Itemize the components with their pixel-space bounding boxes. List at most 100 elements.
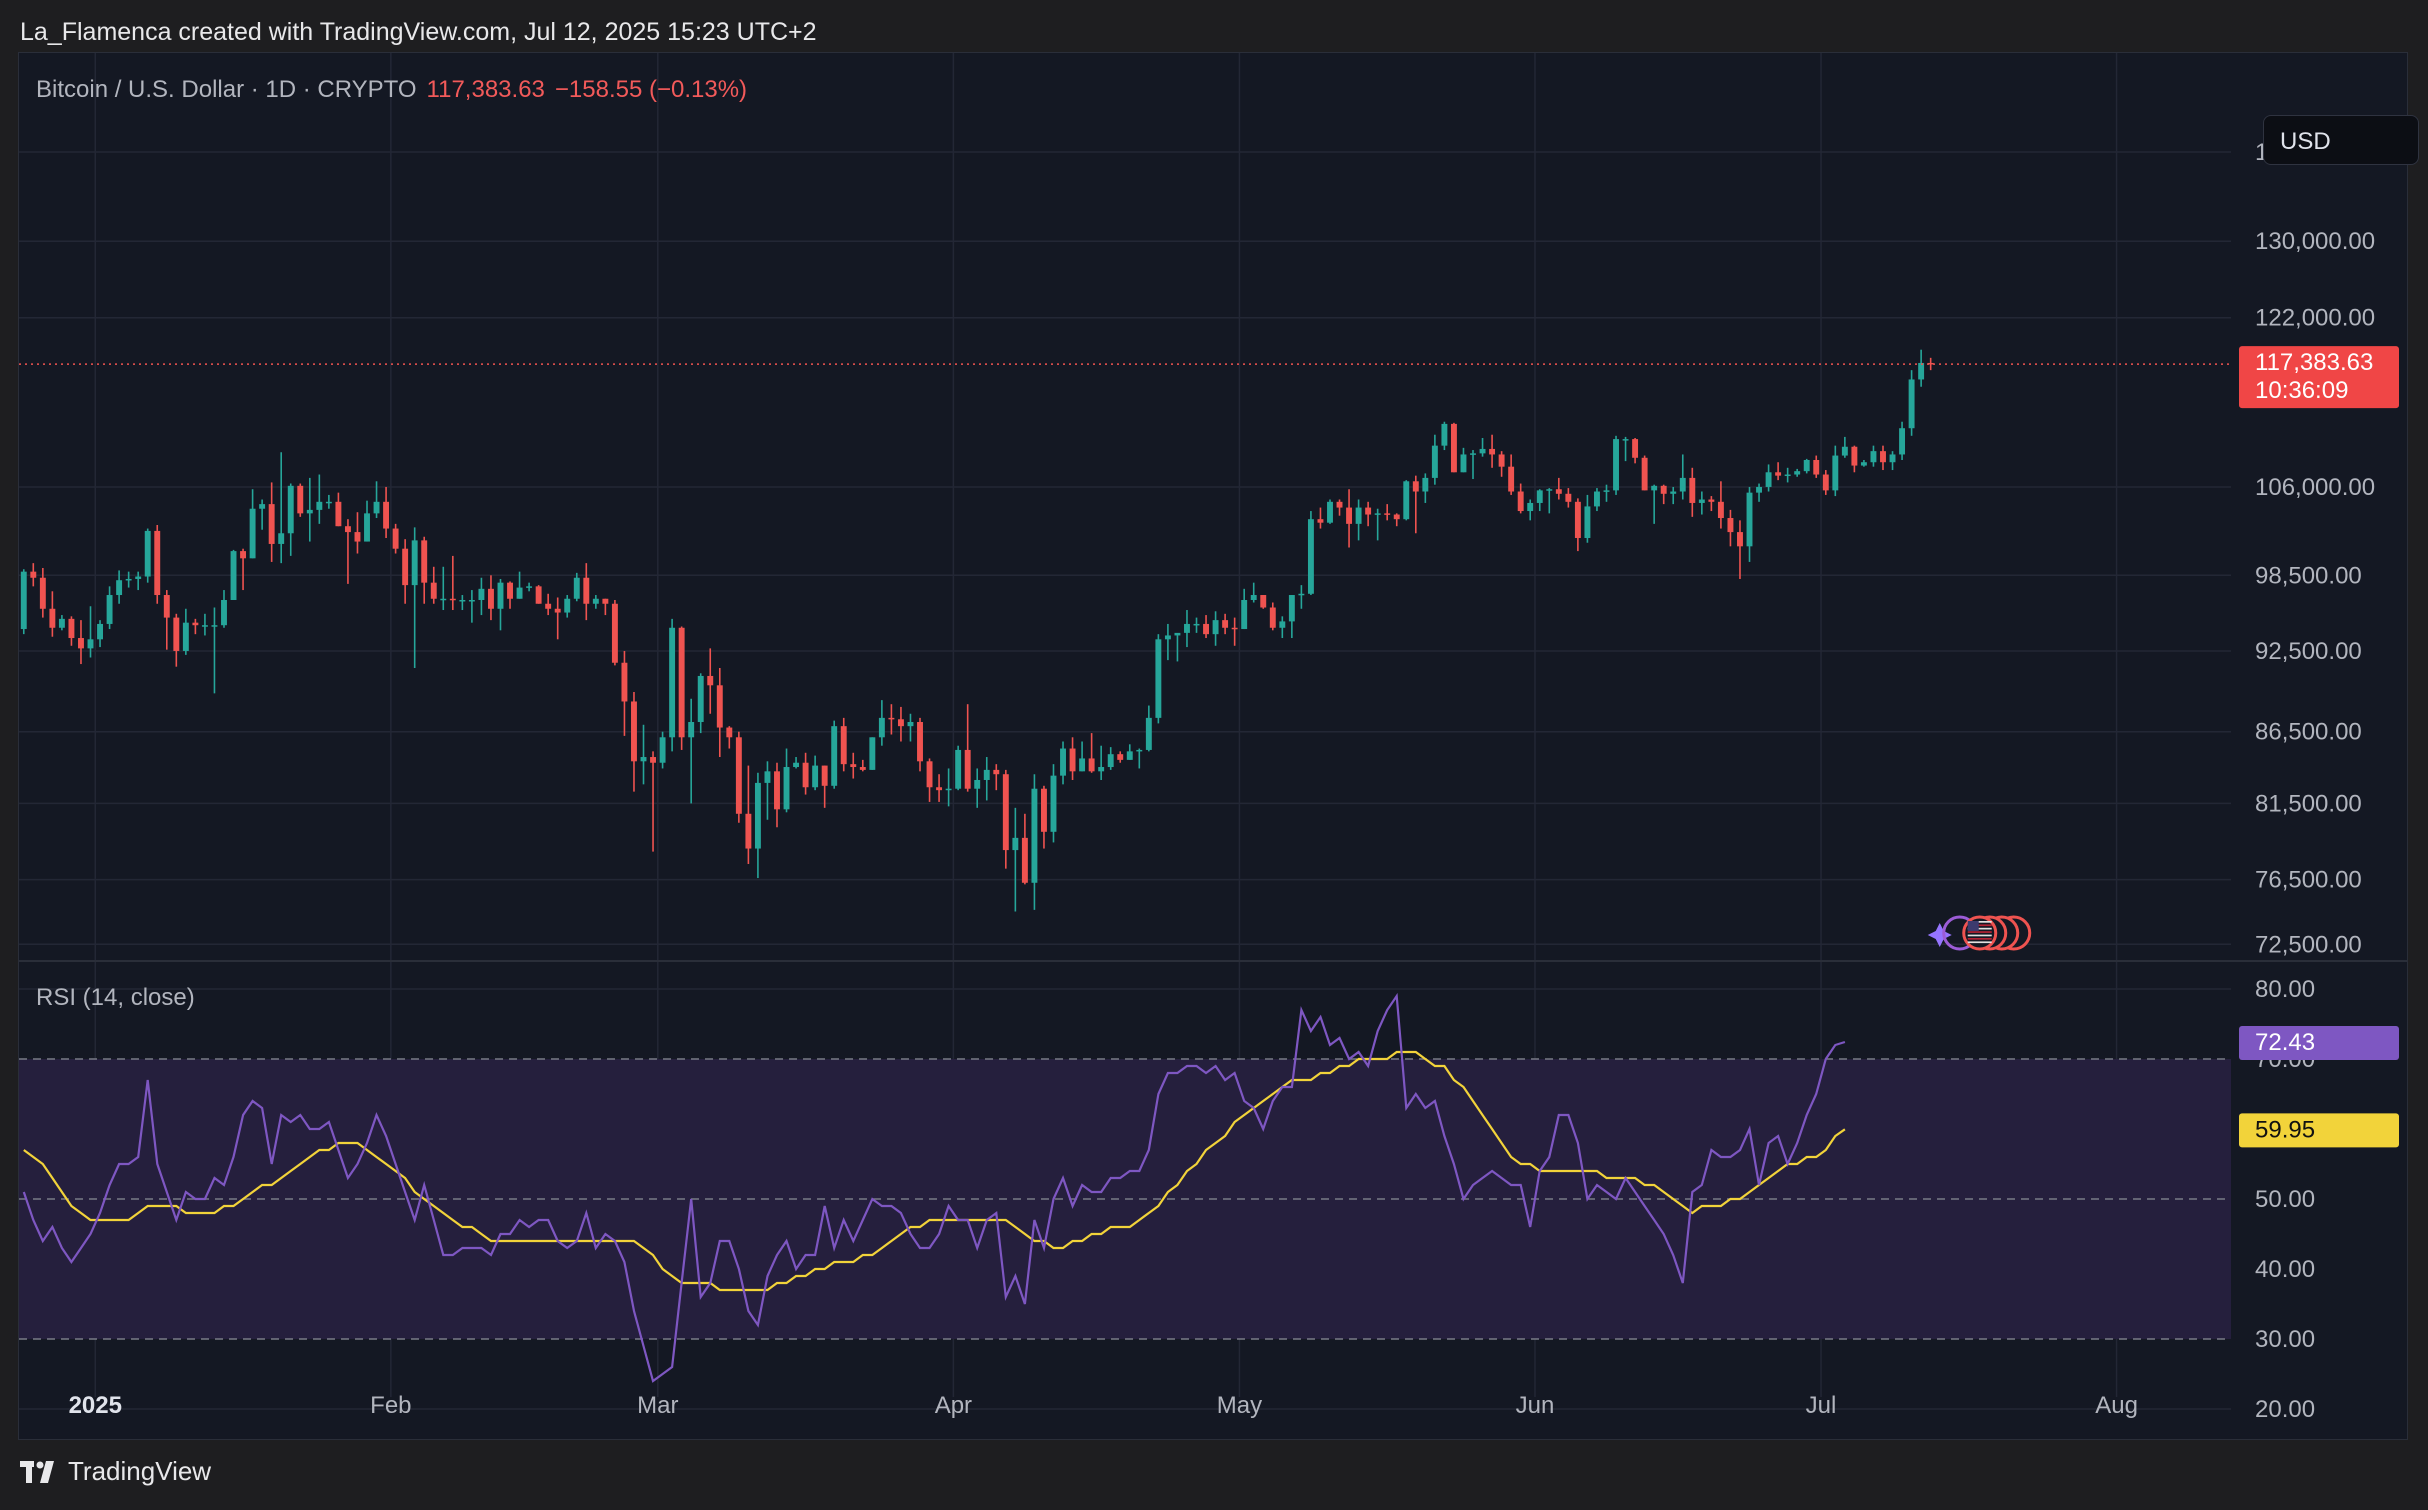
- candle-161[interactable]: [1555, 477, 1562, 500]
- candle-43[interactable]: [430, 566, 437, 604]
- candle-74[interactable]: [726, 726, 733, 749]
- candle-177[interactable]: [1708, 496, 1715, 512]
- candle-29[interactable]: [297, 483, 304, 517]
- candle-54[interactable]: [535, 585, 542, 604]
- candle-148[interactable]: [1431, 434, 1438, 485]
- candle-52[interactable]: [516, 571, 523, 599]
- candle-32[interactable]: [325, 494, 332, 509]
- symbol-legend[interactable]: Bitcoin / U.S. Dollar · 1D · CRYPTO 117,3…: [36, 76, 747, 104]
- candle-112[interactable]: [1088, 733, 1095, 773]
- candle-28[interactable]: [287, 483, 294, 556]
- candle-158[interactable]: [1527, 499, 1534, 521]
- candle-134[interactable]: [1298, 585, 1305, 609]
- chart-canvas[interactable]: 2025FebMarAprMayJunJulAug140,000.00130,0…: [19, 53, 2407, 1439]
- candle-63[interactable]: [621, 650, 628, 736]
- candle-199[interactable]: [1918, 349, 1925, 387]
- candle-1[interactable]: [30, 563, 37, 587]
- candle-3[interactable]: [49, 591, 56, 637]
- candle-117[interactable]: [1136, 748, 1143, 769]
- candle-183[interactable]: [1765, 464, 1772, 492]
- candle-22[interactable]: [230, 549, 237, 601]
- candle-168[interactable]: [1622, 436, 1629, 462]
- candle-175[interactable]: [1689, 467, 1696, 517]
- candle-57[interactable]: [564, 595, 571, 618]
- candle-180[interactable]: [1737, 520, 1743, 579]
- candle-45[interactable]: [449, 555, 456, 611]
- candle-197[interactable]: [1899, 421, 1906, 460]
- rsi-legend[interactable]: RSI (14, close): [36, 984, 195, 1011]
- candle-111[interactable]: [1079, 741, 1086, 772]
- candle-40[interactable]: [402, 539, 409, 604]
- candle-66[interactable]: [650, 751, 656, 852]
- candle-142[interactable]: [1374, 508, 1381, 541]
- candle-93[interactable]: [907, 713, 914, 742]
- candle-78[interactable]: [764, 761, 771, 820]
- candle-81[interactable]: [793, 757, 800, 769]
- candle-124[interactable]: [1203, 615, 1209, 639]
- candle-146[interactable]: [1412, 475, 1419, 534]
- candle-13[interactable]: [144, 528, 151, 583]
- candle-24[interactable]: [249, 489, 256, 559]
- candle-185[interactable]: [1784, 467, 1791, 483]
- candle-137[interactable]: [1327, 499, 1333, 524]
- candle-179[interactable]: [1727, 509, 1734, 547]
- candle-9[interactable]: [106, 586, 113, 630]
- candle-48[interactable]: [478, 577, 485, 616]
- candle-106[interactable]: [1031, 774, 1038, 910]
- candle-69[interactable]: [678, 626, 685, 750]
- candle-126[interactable]: [1222, 613, 1229, 635]
- candle-157[interactable]: [1517, 483, 1524, 514]
- chart-frame[interactable]: 2025FebMarAprMayJunJulAug140,000.00130,0…: [18, 52, 2419, 1440]
- candle-164[interactable]: [1584, 494, 1591, 543]
- candle-194[interactable]: [1870, 445, 1877, 467]
- candle-59[interactable]: [583, 563, 590, 621]
- candle-174[interactable]: [1679, 454, 1686, 500]
- candle-120[interactable]: [1164, 623, 1171, 661]
- candle-31[interactable]: [316, 474, 323, 524]
- candle-0[interactable]: [20, 569, 27, 635]
- candle-162[interactable]: [1565, 488, 1572, 508]
- candle-167[interactable]: [1613, 435, 1619, 495]
- candle-26[interactable]: [268, 482, 275, 562]
- candle-200[interactable]: [1927, 357, 1934, 371]
- candle-55[interactable]: [545, 593, 552, 616]
- candle-51[interactable]: [507, 581, 513, 609]
- candle-14[interactable]: [154, 525, 161, 604]
- candle-68[interactable]: [669, 618, 676, 752]
- candle-136[interactable]: [1317, 507, 1324, 529]
- candle-182[interactable]: [1756, 483, 1762, 502]
- candle-184[interactable]: [1775, 462, 1782, 481]
- candle-94[interactable]: [917, 717, 923, 772]
- candle-186[interactable]: [1794, 468, 1801, 477]
- rsi-ma-line[interactable]: [23, 1050, 1846, 1292]
- candle-82[interactable]: [802, 752, 809, 795]
- candle-72[interactable]: [707, 648, 714, 714]
- candle-73[interactable]: [716, 668, 723, 758]
- candle-17[interactable]: [182, 608, 189, 655]
- candle-114[interactable]: [1107, 747, 1114, 770]
- candle-192[interactable]: [1851, 445, 1858, 473]
- tradingview-logo[interactable]: TradingView: [20, 1456, 211, 1487]
- candle-37[interactable]: [373, 481, 380, 519]
- candle-12[interactable]: [135, 571, 142, 591]
- candle-119[interactable]: [1155, 634, 1162, 724]
- candle-67[interactable]: [659, 731, 666, 769]
- candle-141[interactable]: [1365, 501, 1372, 527]
- candle-5[interactable]: [68, 616, 75, 646]
- candle-165[interactable]: [1594, 488, 1600, 512]
- candle-140[interactable]: [1355, 499, 1362, 541]
- candle-85[interactable]: [831, 720, 838, 789]
- candle-190[interactable]: [1832, 445, 1839, 497]
- candle-64[interactable]: [631, 692, 637, 792]
- candle-149[interactable]: [1441, 421, 1448, 451]
- candle-80[interactable]: [783, 748, 790, 813]
- candle-30[interactable]: [306, 477, 313, 542]
- candle-95[interactable]: [926, 758, 933, 802]
- candle-169[interactable]: [1632, 437, 1639, 464]
- candle-123[interactable]: [1193, 617, 1200, 633]
- candle-65[interactable]: [640, 724, 647, 785]
- candle-196[interactable]: [1889, 451, 1896, 471]
- candle-92[interactable]: [897, 706, 904, 742]
- candle-18[interactable]: [192, 618, 199, 635]
- candle-16[interactable]: [173, 613, 180, 667]
